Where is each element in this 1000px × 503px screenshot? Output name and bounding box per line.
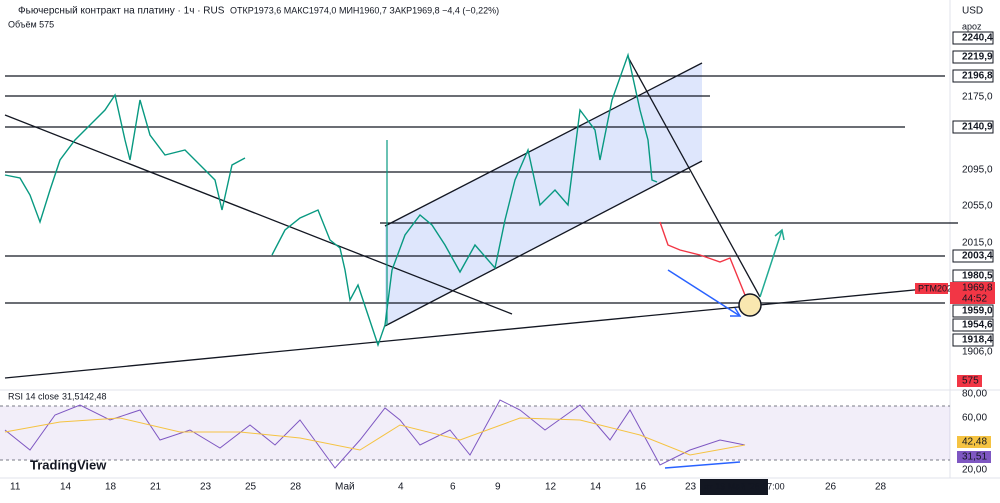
time-label: 14: [590, 482, 602, 493]
rsi-title: RSI 14 close: [8, 391, 59, 401]
price-label: 1906,0: [962, 347, 993, 358]
time-label: 4: [398, 482, 404, 493]
time-label: 23: [685, 482, 697, 493]
rsi-line: [4, 399, 746, 469]
price-label: 2055,0: [962, 201, 993, 212]
rsi-arrow: [664, 461, 741, 469]
last-price-box: [950, 282, 995, 304]
arrow-blue: [667, 269, 741, 317]
price-label: 2003,4: [962, 251, 993, 262]
time-label: 14: [60, 482, 72, 493]
price-label: 2219,9: [962, 52, 993, 63]
time-label: 6: [450, 482, 456, 493]
symbol-label: PTM2026: [918, 283, 957, 293]
price-label: 1918,4: [962, 335, 993, 346]
price-label: 2240,4: [962, 33, 993, 44]
price-box: [952, 318, 994, 332]
rsi-ma-label: 42,48: [962, 437, 987, 448]
arrow-head: [774, 228, 785, 241]
rsi-value-legend: 31,51: [62, 391, 85, 401]
time-axis: 11 14 18 21 23 25 28 Май 4 6 9 12 14 16 23 26 28: [10, 482, 887, 493]
time-label: 18: [105, 482, 117, 493]
time-cursor: вт 19 Май '26 17:00: [704, 481, 785, 491]
price-box: [952, 69, 994, 83]
rsi-axis: 20,00: [962, 465, 987, 476]
price-box: [952, 120, 994, 134]
time-label: 9: [495, 482, 501, 493]
countdown: 44:52: [962, 294, 987, 305]
highlight-circle: [738, 293, 762, 317]
rsi-band: [0, 406, 950, 460]
time-label: 21: [150, 482, 162, 493]
symbol-box: [915, 283, 948, 294]
brand: TradingView: [30, 457, 107, 472]
arrow-head: [730, 307, 742, 317]
price-label: 1959,0: [962, 306, 993, 317]
time-label: 25: [245, 482, 257, 493]
ohlc: ОТКР1973,6 МАКС1974,0 МИН1960,7 ЗАКР1969…: [230, 5, 499, 15]
volume-box: [957, 375, 982, 387]
horizontal-lines: [5, 75, 958, 304]
rsi-ma: [4, 417, 746, 456]
cursor-box: [700, 479, 768, 495]
price-label: 2196,8: [962, 71, 993, 82]
price-label: 2175,0: [962, 92, 993, 103]
scale-mode[interactable]: apoz: [962, 21, 982, 31]
rsi-axis: 60,00: [962, 413, 987, 424]
symbol-title[interactable]: Фьючерсный контракт на платину · 1ч · RU…: [18, 6, 225, 17]
rsi-axis: 80,00: [962, 389, 987, 400]
price-path-3: [659, 221, 746, 296]
price-axis: 2240,4 2219,9 2196,8 2175,0 2140,9 2095,0 2055…: [952, 31, 994, 358]
last-price: 1969,8: [962, 283, 993, 294]
rsi-label: 31,51: [962, 452, 987, 463]
currency[interactable]: USD: [962, 6, 983, 17]
time-label: 26: [825, 482, 837, 493]
price-label: 2015,0: [962, 238, 993, 249]
price-label: 2095,0: [962, 165, 993, 176]
time-label: Май: [335, 482, 355, 493]
time-label: 16: [635, 482, 647, 493]
channel-fill: [385, 63, 702, 326]
price-label: 1980,5: [962, 271, 993, 282]
rsi-ma-legend: 42,48: [84, 391, 107, 401]
price-label: 2140,9: [962, 122, 993, 133]
price-path-2: [271, 52, 658, 348]
rsi-ma-box: [957, 436, 991, 448]
time-label: 12: [545, 482, 557, 493]
price-box: [952, 31, 994, 45]
time-label: 28: [875, 482, 887, 493]
volume: Объём 575: [8, 19, 54, 29]
arrow-green: [759, 229, 783, 298]
price-box: [952, 333, 994, 347]
time-label: 28: [290, 482, 302, 493]
time-label: 23: [200, 482, 212, 493]
volume-label: 575: [962, 376, 979, 387]
price-label: 1954,6: [962, 320, 993, 331]
trend-lines: [4, 56, 946, 379]
time-label: 11: [10, 482, 21, 493]
rsi-box: [957, 451, 991, 463]
price-box: [952, 50, 994, 64]
price-box: [952, 249, 994, 263]
price-box: [952, 304, 994, 318]
price-path: [4, 93, 246, 225]
